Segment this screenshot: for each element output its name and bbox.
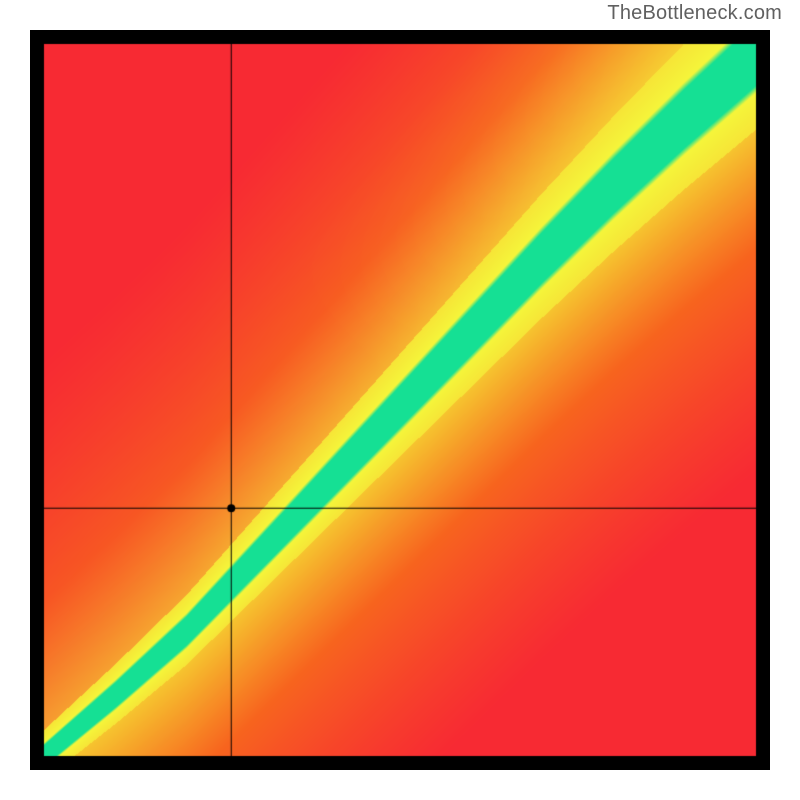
heatmap-canvas bbox=[30, 30, 770, 770]
chart-container: TheBottleneck.com bbox=[0, 0, 800, 800]
watermark-text: TheBottleneck.com bbox=[607, 2, 782, 25]
plot-area bbox=[30, 30, 770, 770]
